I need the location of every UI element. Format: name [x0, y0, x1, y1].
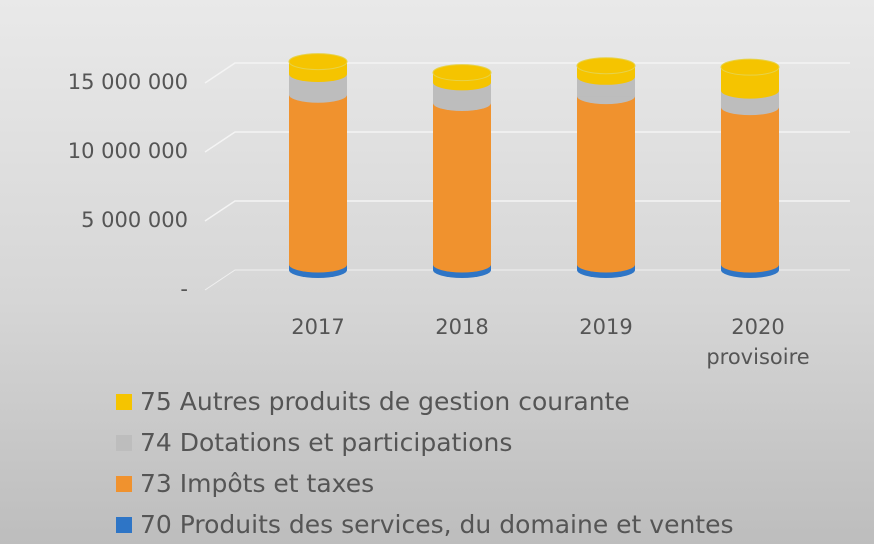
x-tick-label: 2018 — [435, 315, 489, 339]
legend-label: 73 Impôts et taxes — [140, 469, 374, 498]
bar-segment — [577, 96, 635, 265]
bar-cap — [288, 53, 348, 71]
y-tick-label: 5 000 000 — [81, 208, 188, 232]
y-tick-label: 10 000 000 — [68, 139, 188, 163]
grid-line — [204, 131, 850, 153]
grid-line — [204, 62, 850, 84]
y-tick-label: - — [180, 277, 188, 301]
grid-line — [204, 200, 850, 222]
bar-segment — [433, 103, 491, 265]
legend-label: 74 Dotations et participations — [140, 428, 512, 457]
x-tick-label: 2019 — [579, 315, 633, 339]
legend-swatch — [116, 394, 132, 410]
bar-segment — [289, 94, 347, 265]
x-tick-label: 2020 provisoire — [706, 315, 810, 369]
legend-label: 70 Produits des services, du domaine et … — [140, 510, 734, 539]
legend-label: 75 Autres produits de gestion courante — [140, 387, 630, 416]
legend-swatch — [116, 435, 132, 451]
x-tick-label: 2017 — [291, 315, 345, 339]
bar-cap — [576, 57, 636, 75]
legend-swatch — [116, 476, 132, 492]
bar-cap — [720, 58, 780, 76]
floor-line — [204, 269, 850, 291]
bar-cap — [432, 64, 492, 82]
bar-segment — [721, 107, 779, 265]
legend-swatch — [116, 517, 132, 533]
y-tick-label: 15 000 000 — [68, 70, 188, 94]
